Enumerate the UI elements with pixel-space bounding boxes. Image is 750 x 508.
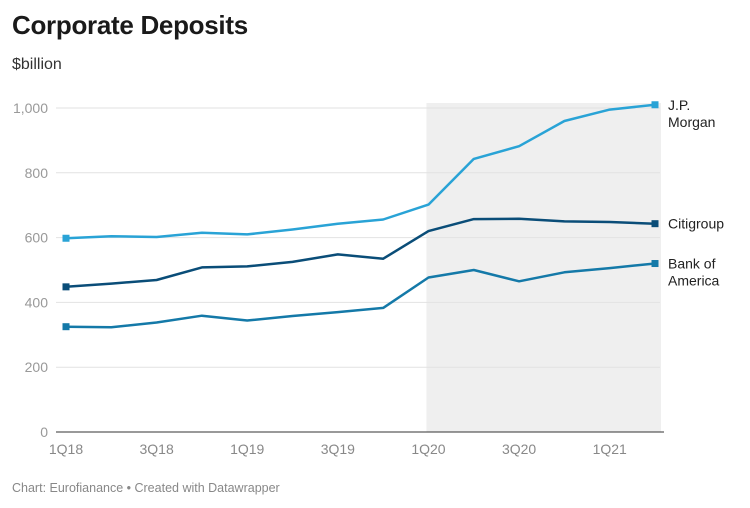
x-tick-label: 1Q20	[411, 441, 445, 457]
x-tick-label: 1Q18	[49, 441, 83, 457]
x-tick-label: 3Q20	[502, 441, 536, 457]
series-label-j-p-morgan: J.P. Morgan	[668, 97, 715, 130]
series-point-citigroup	[62, 283, 70, 291]
series-point-j-p-morgan	[62, 234, 70, 242]
series-line-citigroup	[64, 217, 657, 289]
x-tick-label: 3Q18	[139, 441, 173, 457]
x-tick-label: 3Q19	[321, 441, 355, 457]
series-point-bank-of-america	[651, 260, 659, 268]
y-tick-label: 0	[40, 424, 48, 440]
y-tick-label: 600	[25, 230, 49, 246]
series-line-bank-of-america	[64, 262, 657, 329]
series-line-j-p-morgan	[64, 103, 657, 240]
series-label-bank-of-america: Bank of America	[668, 256, 720, 289]
series-point-bank-of-america	[62, 323, 70, 331]
x-tick-label: 1Q21	[593, 441, 627, 457]
y-tick-label: 800	[25, 165, 49, 181]
chart-title: Corporate Deposits	[12, 10, 248, 40]
y-tick-label: 1,000	[13, 100, 48, 116]
y-tick-label: 200	[25, 359, 49, 375]
chart-source: Chart: Eurofianance • Created with Dataw…	[12, 481, 280, 495]
x-tick-label: 1Q19	[230, 441, 264, 457]
series-point-j-p-morgan	[651, 101, 659, 109]
series-point-citigroup	[651, 220, 659, 228]
chart-subtitle: $billion	[12, 56, 62, 73]
series-label-citigroup: Citigroup	[668, 216, 724, 232]
y-tick-label: 400	[25, 294, 49, 310]
